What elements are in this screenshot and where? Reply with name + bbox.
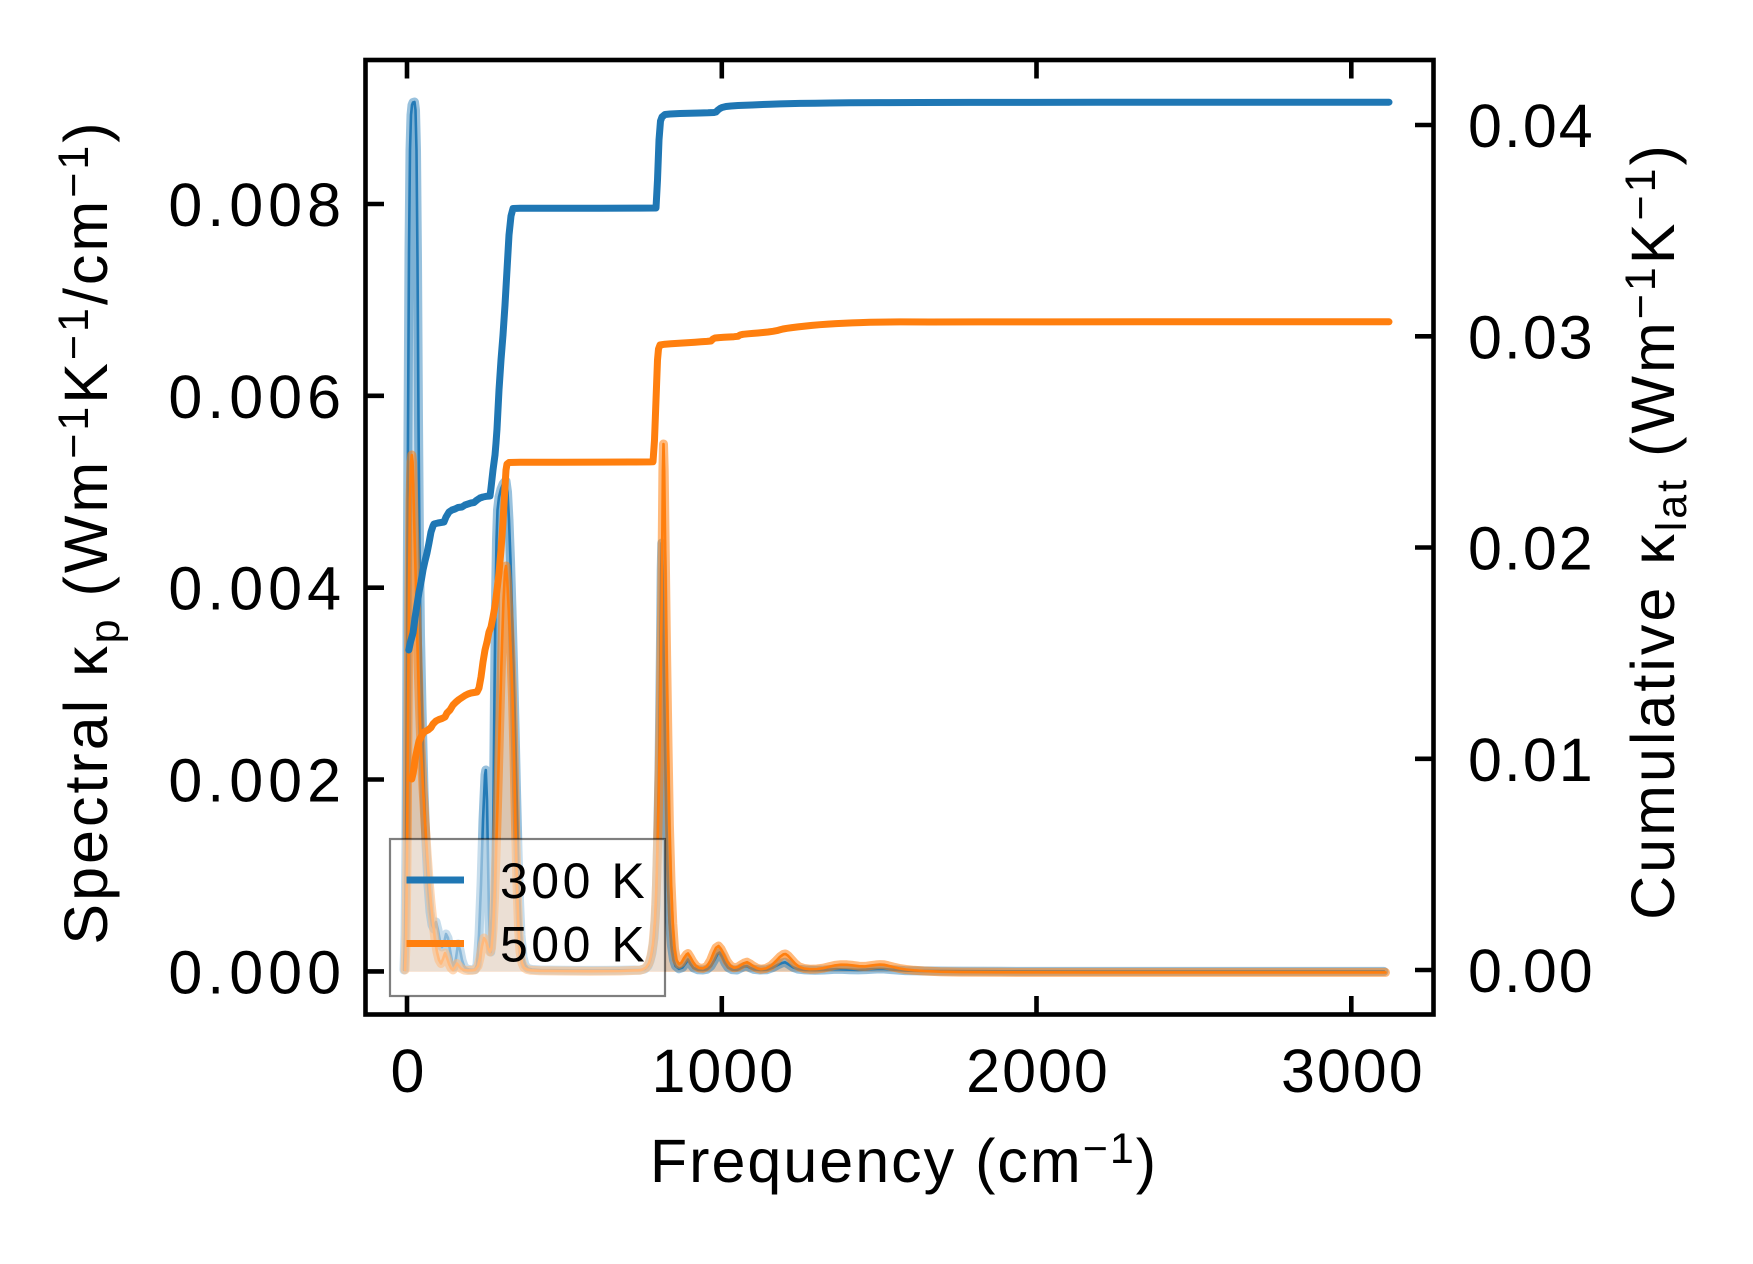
- svg-text:500 K: 500 K: [500, 917, 648, 973]
- svg-text:0.01: 0.01: [1468, 726, 1595, 794]
- svg-text:1000: 1000: [651, 1037, 795, 1105]
- svg-text:Spectral κp​ (Wm−1​K−1​/cm−1​): Spectral κp​ (Wm−1​K−1​/cm−1​): [50, 119, 129, 944]
- svg-text:0.02: 0.02: [1468, 515, 1595, 583]
- svg-text:0.004: 0.004: [168, 555, 346, 623]
- svg-text:2000: 2000: [966, 1037, 1110, 1105]
- svg-text:Frequency (cm−1​): Frequency (cm−1​): [650, 1125, 1158, 1195]
- svg-text:0.000: 0.000: [168, 938, 346, 1006]
- svg-text:0.006: 0.006: [168, 363, 346, 431]
- svg-text:0.00: 0.00: [1468, 937, 1595, 1005]
- svg-text:3000: 3000: [1281, 1037, 1425, 1105]
- svg-text:0: 0: [391, 1037, 427, 1105]
- svg-text:0.04: 0.04: [1468, 92, 1595, 160]
- svg-text:0.008: 0.008: [168, 171, 346, 239]
- svg-text:300 K: 300 K: [500, 853, 648, 909]
- svg-text:0.03: 0.03: [1468, 303, 1595, 371]
- svg-text:0.002: 0.002: [168, 747, 346, 815]
